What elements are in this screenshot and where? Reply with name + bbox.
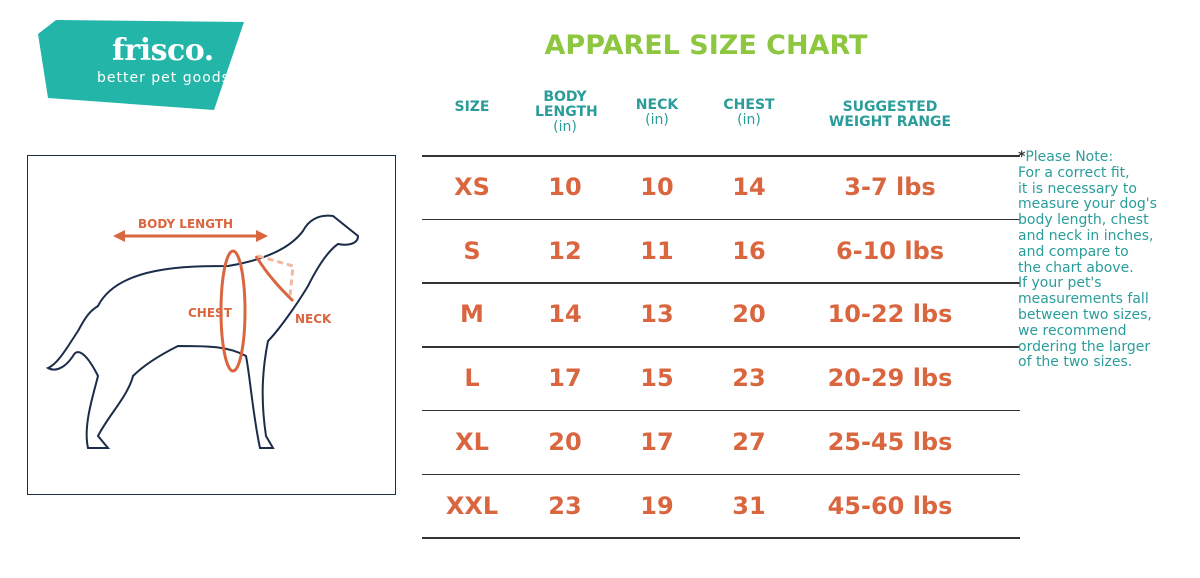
neck-label: NECK — [295, 312, 332, 326]
table-cell: XS — [454, 173, 490, 201]
table-cell: L — [464, 364, 480, 393]
table-divider — [422, 282, 1020, 284]
table-divider — [422, 409, 1020, 412]
header-chest: CHEST (in) — [723, 97, 775, 128]
table-cell: 16 — [732, 236, 766, 265]
table-divider — [422, 537, 1020, 539]
table-cell: 17 — [548, 364, 582, 393]
table-divider — [422, 218, 1020, 221]
table-divider — [422, 346, 1020, 348]
table-cell: 10 — [548, 173, 582, 201]
table-cell: XXL — [445, 491, 499, 520]
table-cell: 23 — [548, 491, 582, 520]
table-cell: 14 — [732, 173, 766, 201]
table-cell: 20-29 lbs — [827, 364, 953, 393]
table-cell: 10-22 lbs — [827, 300, 953, 329]
table-cell: 23 — [732, 364, 766, 393]
table-cell: 20 — [548, 427, 582, 456]
asterisk: * — [1018, 149, 1026, 165]
table-cell: 15 — [640, 364, 674, 393]
table-cell: 14 — [548, 300, 582, 329]
note-text: Please Note: For a correct fit, it is ne… — [1018, 149, 1157, 371]
header-size: SIZE — [454, 99, 490, 115]
header-weight-range: SUGGESTED WEIGHT RANGE — [828, 99, 952, 130]
table-cell: 17 — [640, 427, 674, 456]
table-cell: 12 — [548, 236, 582, 265]
chest-label: CHEST — [188, 306, 232, 320]
table-cell: S — [463, 236, 481, 265]
table-cell: XL — [455, 427, 489, 456]
table-divider — [422, 155, 1020, 157]
table-cell: 10 — [640, 173, 674, 201]
table-cell: 3-7 lbs — [844, 173, 936, 201]
table-cell: 6-10 lbs — [835, 236, 945, 265]
table-cell: M — [460, 300, 484, 329]
page-title: APPAREL SIZE CHART — [544, 30, 868, 61]
dog-measurement-diagram: BODY LENGTH CHEST NECK — [27, 155, 396, 495]
logo-name: frisco. — [112, 33, 214, 68]
table-cell: 11 — [640, 236, 674, 265]
dog-illustration — [45, 214, 360, 449]
logo-tagline: better pet goods — [97, 70, 230, 86]
table-cell: 20 — [732, 300, 766, 329]
body-length-label: BODY LENGTH — [138, 217, 234, 231]
table-cell: 45-60 lbs — [827, 491, 953, 520]
table-cell: 19 — [640, 491, 674, 520]
table-cell: 13 — [640, 300, 674, 329]
table-cell: 27 — [732, 427, 766, 456]
header-neck: NECK (in) — [635, 97, 679, 128]
table-cell: 25-45 lbs — [827, 427, 953, 456]
please-note: *Please Note: For a correct fit, it is n… — [1018, 149, 1157, 371]
table-cell: 31 — [732, 491, 766, 520]
table-divider — [422, 473, 1020, 475]
frisco-logo: frisco. better pet goods — [34, 20, 246, 112]
header-body-length: BODY LENGTH (in) — [535, 89, 598, 135]
